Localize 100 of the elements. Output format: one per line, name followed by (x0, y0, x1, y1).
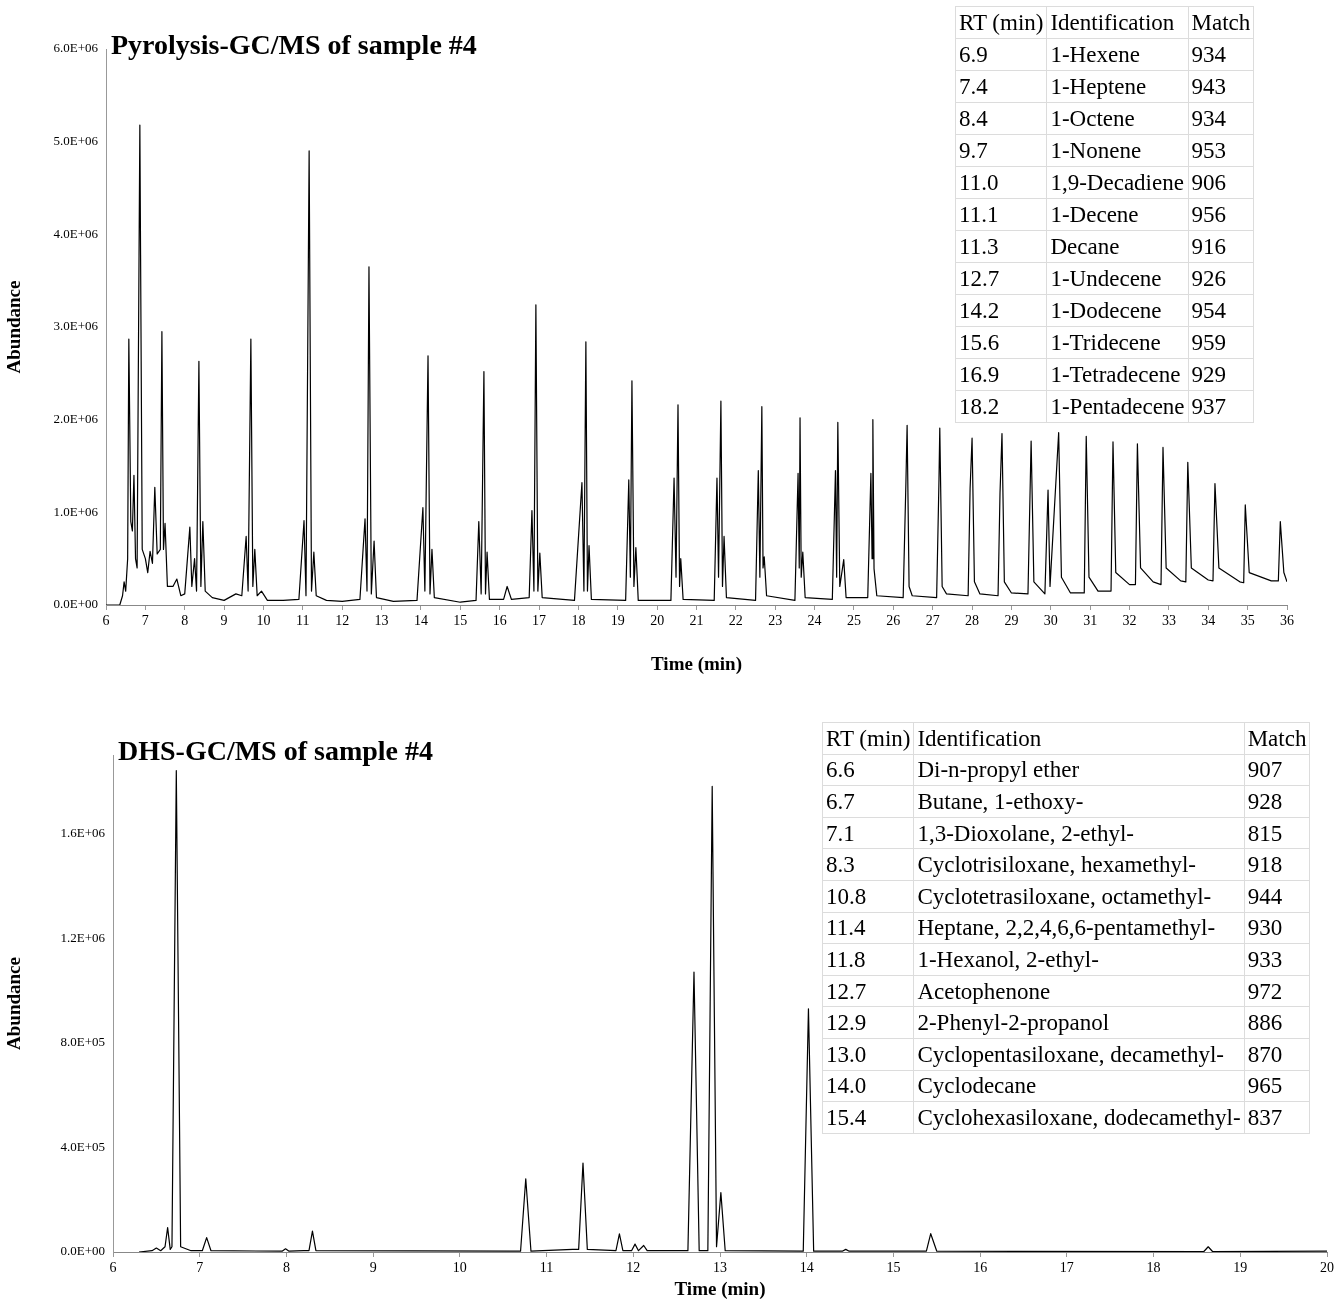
x-tick-label: 26 (886, 613, 901, 629)
annotation: 959 (1188, 326, 1254, 359)
annotation: 7.4 (955, 70, 1047, 103)
annotation: 7.1 (822, 817, 914, 849)
annotation: 934 (1188, 102, 1254, 135)
annotation: 1-Hexene (1046, 38, 1189, 71)
annotation: 10.8 (822, 880, 914, 913)
annotation: 929 (1188, 358, 1254, 391)
x-tick-label: 32 (1122, 613, 1137, 629)
annotation: 6.6 (822, 754, 914, 786)
annotation: 9.7 (955, 134, 1047, 167)
annotation: Butane, 1-ethoxy- (913, 785, 1245, 818)
x-tick-label: 21 (689, 613, 704, 629)
annotation: 1-Tridecene (1046, 326, 1189, 359)
annotation: 815 (1244, 817, 1310, 849)
annotation: Acetophenone (913, 975, 1245, 1007)
annotation: 965 (1244, 1070, 1310, 1102)
annotation: 1-Decene (1046, 198, 1189, 231)
annotation: 15.6 (955, 326, 1047, 359)
annotation: 8.4 (955, 102, 1047, 135)
text: RT (min) (955, 6, 1047, 39)
annotation: Cyclodecane (913, 1070, 1245, 1102)
x-tick-label: 30 (1043, 613, 1058, 629)
annotation: 16.9 (955, 358, 1047, 391)
annotation: 15.4 (822, 1101, 914, 1134)
annotation: 1-Dodecene (1046, 294, 1189, 327)
annotation: 1-Hexanol, 2-ethyl- (913, 943, 1245, 976)
annotation: 906 (1188, 166, 1254, 199)
annotation: 8.3 (822, 848, 914, 881)
text: Match (1188, 6, 1254, 39)
x-tick-label: 20 (1320, 1260, 1334, 1276)
x-tick-label: 22 (728, 613, 743, 629)
annotation: 870 (1244, 1038, 1310, 1071)
annotation: 930 (1244, 912, 1310, 944)
y-tick-label: 1.6E+06 (60, 824, 106, 840)
annotation: 1,9-Decadiene (1046, 166, 1189, 199)
x-tick-label: 14 (413, 613, 428, 629)
x-tick-label: 9 (369, 1260, 377, 1276)
annotation: 928 (1244, 785, 1310, 818)
annotation: 1-Heptene (1046, 70, 1189, 103)
annotation: Cyclohexasiloxane, dodecamethyl- (913, 1101, 1245, 1134)
text: Identification (1046, 6, 1189, 39)
x-tick-label: 28 (965, 613, 980, 629)
text: Identification (913, 722, 1245, 755)
annotation: 18.2 (955, 390, 1047, 423)
x-tick-label: 16 (492, 613, 507, 629)
x-tick-label: 7 (196, 1260, 204, 1276)
x-tick-label: 17 (532, 613, 547, 629)
annotation: 933 (1244, 943, 1310, 976)
x-tick-label: 15 (886, 1260, 901, 1276)
y-tick-label: 3.0E+06 (53, 318, 99, 334)
x-tick-label: 19 (1233, 1260, 1248, 1276)
annotation: 2-Phenyl-2-propanol (913, 1006, 1245, 1039)
annotation: 907 (1244, 754, 1310, 786)
annotation: 926 (1188, 262, 1254, 295)
annotation: 918 (1244, 848, 1310, 881)
annotation: 837 (1244, 1101, 1310, 1134)
annotation: 943 (1188, 70, 1254, 103)
annotation: 1-Octene (1046, 102, 1189, 135)
annotation: 956 (1188, 198, 1254, 231)
x-tick-label: 11 (296, 613, 310, 629)
annotation: 1-Tetradecene (1046, 358, 1189, 391)
x-tick-label: 7 (141, 613, 149, 629)
y-axis-title: Abundance (3, 957, 25, 1050)
y-tick-label: 4.0E+06 (53, 225, 99, 241)
annotation: Di-n-propyl ether (913, 754, 1245, 786)
x-tick-label: 18 (571, 613, 586, 629)
annotation: Cyclopentasiloxane, decamethyl- (913, 1038, 1245, 1071)
x-tick-label: 12 (626, 1260, 641, 1276)
chart-title: Pyrolysis-GC/MS of sample #4 (111, 29, 477, 61)
x-tick-label: 6 (102, 613, 110, 629)
chart-title: DHS-GC/MS of sample #4 (118, 735, 433, 767)
annotation: 1-Nonene (1046, 134, 1189, 167)
annotation: 6.7 (822, 785, 914, 818)
annotation: 11.8 (822, 943, 914, 976)
annotation: Cyclotrisiloxane, hexamethyl- (913, 848, 1245, 881)
x-tick-label: 10 (256, 613, 271, 629)
y-tick-label: 8.0E+05 (60, 1034, 105, 1050)
y-tick-label: 0.0E+00 (60, 1243, 105, 1259)
annotation: 916 (1188, 230, 1254, 263)
x-tick-label: 8 (181, 613, 189, 629)
y-tick-label: 2.0E+06 (53, 411, 99, 427)
annotation: 934 (1188, 38, 1254, 71)
x-tick-label: 36 (1280, 613, 1294, 629)
x-tick-label: 16 (973, 1260, 988, 1276)
annotation: 11.3 (955, 230, 1047, 263)
x-tick-label: 34 (1201, 613, 1216, 629)
x-tick-label: 23 (768, 613, 783, 629)
annotation: 14.0 (822, 1070, 914, 1102)
x-tick-label: 13 (374, 613, 389, 629)
x-tick-label: 31 (1083, 613, 1098, 629)
x-tick-label: 20 (650, 613, 665, 629)
annotation: 886 (1244, 1006, 1310, 1039)
x-axis-title: Time (min) (651, 652, 742, 675)
x-tick-label: 27 (925, 613, 940, 629)
annotation: 11.1 (955, 198, 1047, 231)
y-tick-label: 4.0E+05 (60, 1138, 105, 1154)
x-tick-label: 13 (713, 1260, 727, 1276)
x-tick-label: 15 (453, 613, 468, 629)
x-tick-label: 10 (452, 1260, 467, 1276)
